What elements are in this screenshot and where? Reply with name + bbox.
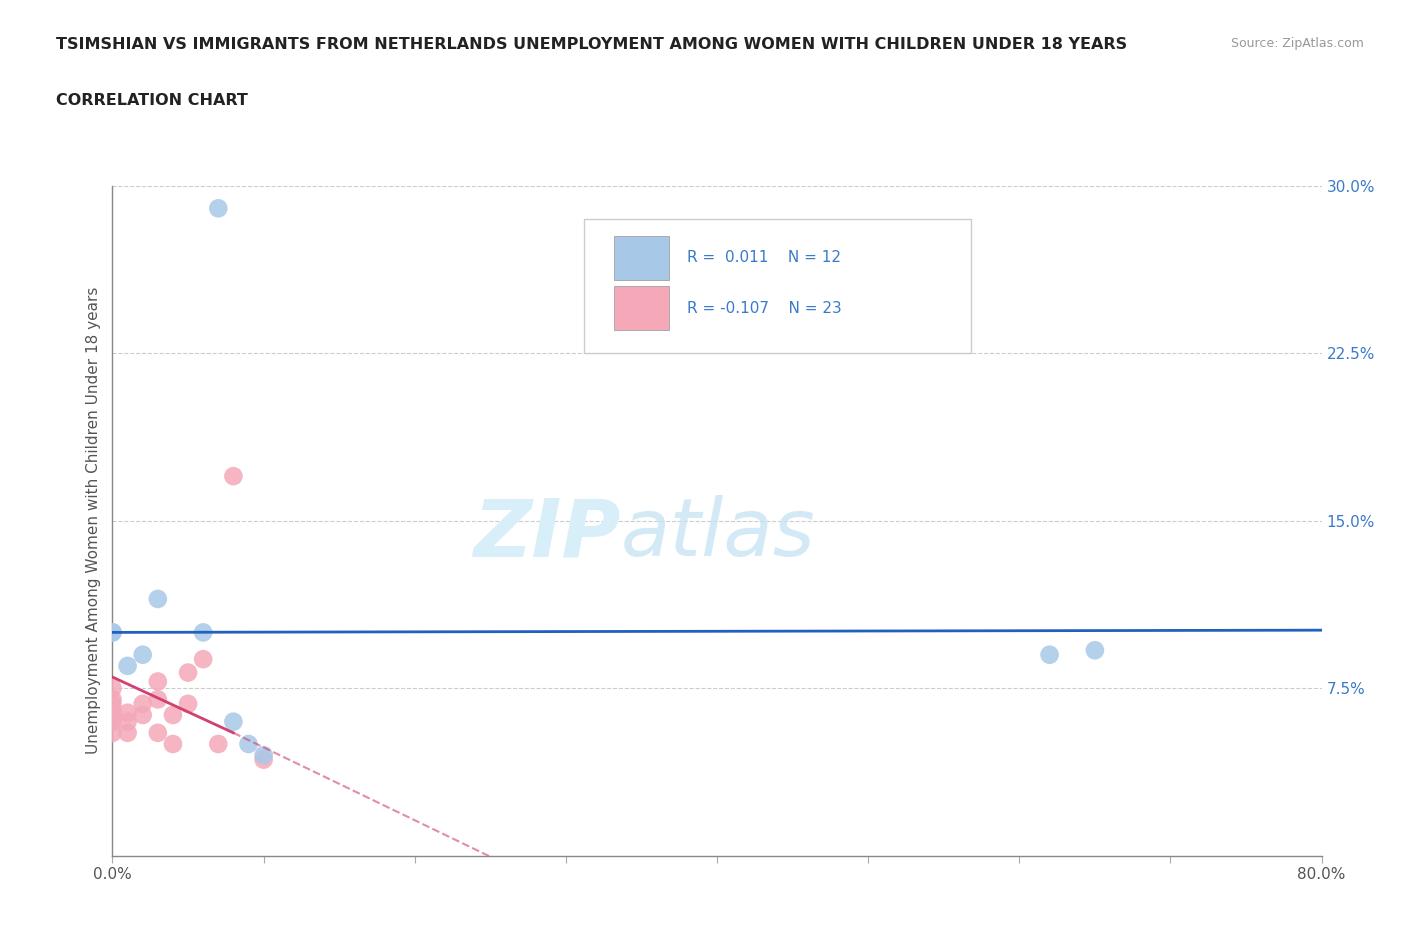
Point [191,625,214,640]
Point [132,647,155,662]
Point [146,674,169,689]
Point [207,737,229,751]
Point [101,681,124,696]
Point [101,692,124,707]
Text: TSIMSHIAN VS IMMIGRANTS FROM NETHERLANDS UNEMPLOYMENT AMONG WOMEN WITH CHILDREN : TSIMSHIAN VS IMMIGRANTS FROM NETHERLANDS… [56,37,1128,52]
Point [146,725,169,740]
FancyBboxPatch shape [614,286,669,330]
Text: Source: ZipAtlas.com: Source: ZipAtlas.com [1230,37,1364,50]
Point [162,737,184,751]
Text: R = -0.107    N = 23: R = -0.107 N = 23 [688,300,842,315]
Point [101,625,124,640]
Point [101,697,124,711]
Point [1038,647,1062,662]
Point [146,591,169,606]
Point [222,469,245,484]
Point [132,708,155,723]
FancyBboxPatch shape [583,219,972,353]
Point [253,752,276,767]
Point [238,737,260,751]
FancyBboxPatch shape [614,236,669,280]
Point [101,714,124,729]
Point [1084,643,1107,658]
Point [101,725,124,740]
Text: R =  0.011    N = 12: R = 0.011 N = 12 [688,250,841,265]
Text: CORRELATION CHART: CORRELATION CHART [56,93,247,108]
Point [222,714,245,729]
Point [191,652,214,667]
Text: ZIP: ZIP [472,495,620,573]
Point [207,201,229,216]
Point [146,692,169,707]
Y-axis label: Unemployment Among Women with Children Under 18 years: Unemployment Among Women with Children U… [86,287,101,754]
Point [162,708,184,723]
Point [101,625,124,640]
Point [132,697,155,711]
Point [117,714,139,729]
Point [177,697,200,711]
Point [117,725,139,740]
Point [117,705,139,720]
Point [177,665,200,680]
Point [117,658,139,673]
Point [101,703,124,718]
Text: atlas: atlas [620,495,815,573]
Point [253,748,276,763]
Point [101,710,124,724]
